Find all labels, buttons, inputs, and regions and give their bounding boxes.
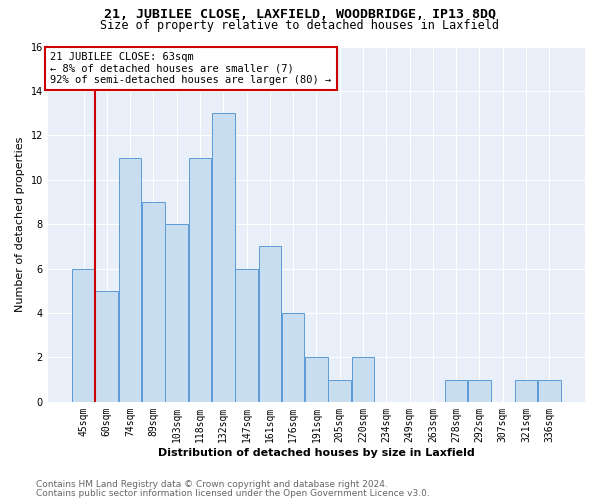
Bar <box>282 313 304 402</box>
Bar <box>212 113 235 402</box>
Text: Contains HM Land Registry data © Crown copyright and database right 2024.: Contains HM Land Registry data © Crown c… <box>36 480 388 489</box>
Text: 21, JUBILEE CLOSE, LAXFIELD, WOODBRIDGE, IP13 8DQ: 21, JUBILEE CLOSE, LAXFIELD, WOODBRIDGE,… <box>104 8 496 20</box>
Bar <box>119 158 142 402</box>
Bar <box>95 291 118 402</box>
Text: Size of property relative to detached houses in Laxfield: Size of property relative to detached ho… <box>101 19 499 32</box>
Bar <box>352 358 374 402</box>
Bar <box>235 268 258 402</box>
Bar <box>445 380 467 402</box>
Bar <box>305 358 328 402</box>
Text: Contains public sector information licensed under the Open Government Licence v3: Contains public sector information licen… <box>36 488 430 498</box>
Bar <box>188 158 211 402</box>
Bar <box>468 380 491 402</box>
Y-axis label: Number of detached properties: Number of detached properties <box>15 136 25 312</box>
Bar <box>72 268 95 402</box>
Bar <box>259 246 281 402</box>
Bar <box>142 202 164 402</box>
Bar <box>538 380 560 402</box>
X-axis label: Distribution of detached houses by size in Laxfield: Distribution of detached houses by size … <box>158 448 475 458</box>
Bar <box>166 224 188 402</box>
Text: 21 JUBILEE CLOSE: 63sqm
← 8% of detached houses are smaller (7)
92% of semi-deta: 21 JUBILEE CLOSE: 63sqm ← 8% of detached… <box>50 52 332 85</box>
Bar <box>328 380 351 402</box>
Bar <box>515 380 537 402</box>
